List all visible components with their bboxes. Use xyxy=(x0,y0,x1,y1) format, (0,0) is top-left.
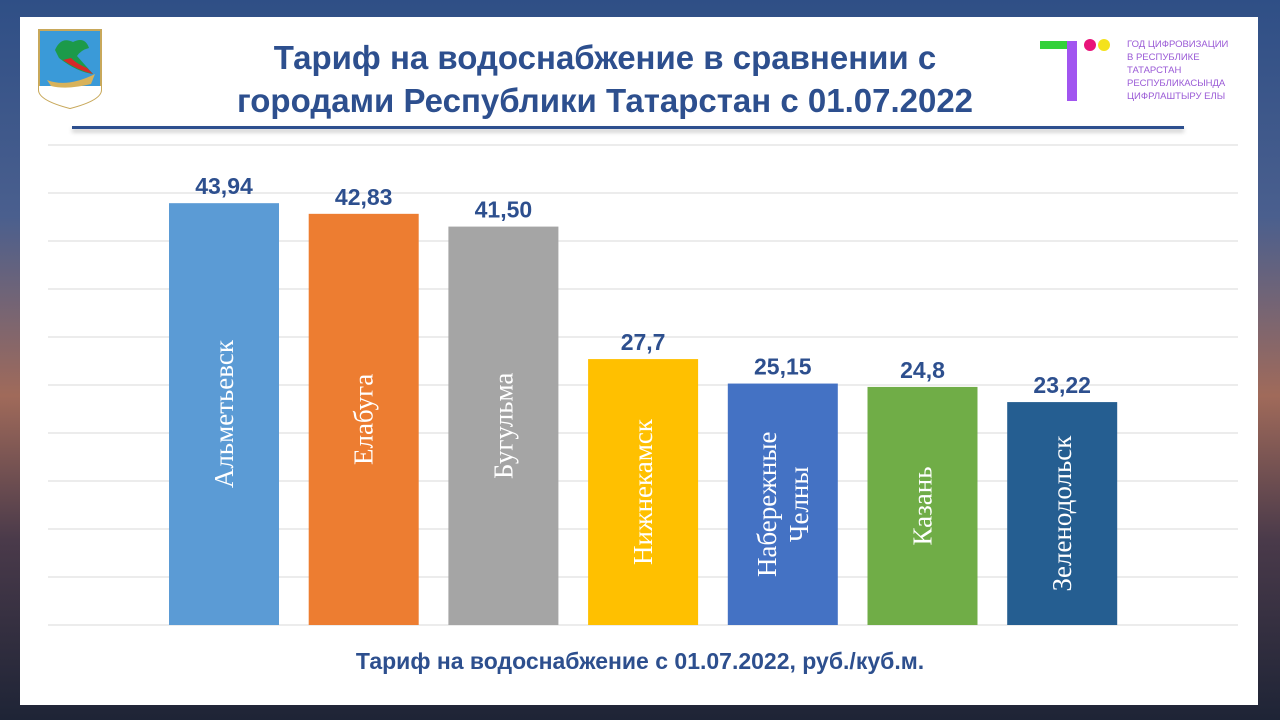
digitalization-year-logo-text: ГОД ЦИФРОВИЗАЦИИ В РЕСПУБЛИКЕ ТАТАРСТАН … xyxy=(1127,38,1228,103)
category-label: Зеленодольск xyxy=(1047,435,1077,592)
category-label: Елабуга xyxy=(349,374,379,465)
title-line-2: городами Республики Татарстан с 01.07.20… xyxy=(236,82,974,119)
data-label: 27,7 xyxy=(621,329,666,355)
logo-text-line: ЦИФРЛАШТЫРУ ЕЛЫ xyxy=(1127,91,1226,102)
bar-2 xyxy=(308,213,419,625)
bar-1 xyxy=(169,203,279,625)
x-axis-label: Тариф на водоснабжение с 01.07.2022, руб… xyxy=(355,648,925,674)
digitalization-year-logo-icon xyxy=(1040,39,1110,101)
bar-6 xyxy=(867,386,978,625)
logo-text-line: ГОД ЦИФРОВИЗАЦИИ xyxy=(1127,39,1229,50)
bar-3 xyxy=(448,226,559,625)
bar-7 xyxy=(1007,402,1118,625)
data-label: 41,50 xyxy=(475,197,533,223)
logo-text-line: ТАТАРСТАН xyxy=(1127,65,1182,76)
data-label: 23,22 xyxy=(1033,372,1091,398)
data-label: 24,8 xyxy=(900,357,945,383)
data-label: 43,94 xyxy=(195,173,253,199)
category-label: Бугульма xyxy=(488,373,518,479)
logo-text-line: В РЕСПУБЛИКЕ xyxy=(1127,52,1200,63)
city-coat-of-arms-icon xyxy=(38,29,102,110)
title-line-1: Тариф на водоснабжение в сравнении с xyxy=(273,39,937,76)
bar-5 xyxy=(727,383,838,625)
category-label: Альметьевск xyxy=(209,339,239,488)
bar-4 xyxy=(588,359,699,625)
category-label: Нижнекамск xyxy=(628,418,658,565)
data-label: 25,15 xyxy=(754,354,812,380)
slide-title: Тариф на водоснабжение в сравнении с гор… xyxy=(130,36,1080,122)
category-label: НабережныеЧелны xyxy=(752,431,814,577)
logo-text-line: РЕСПУБЛИКАСЫНДА xyxy=(1127,78,1226,89)
data-label: 42,83 xyxy=(335,184,393,210)
category-label: Казань xyxy=(908,466,938,545)
title-underline xyxy=(72,126,1184,129)
